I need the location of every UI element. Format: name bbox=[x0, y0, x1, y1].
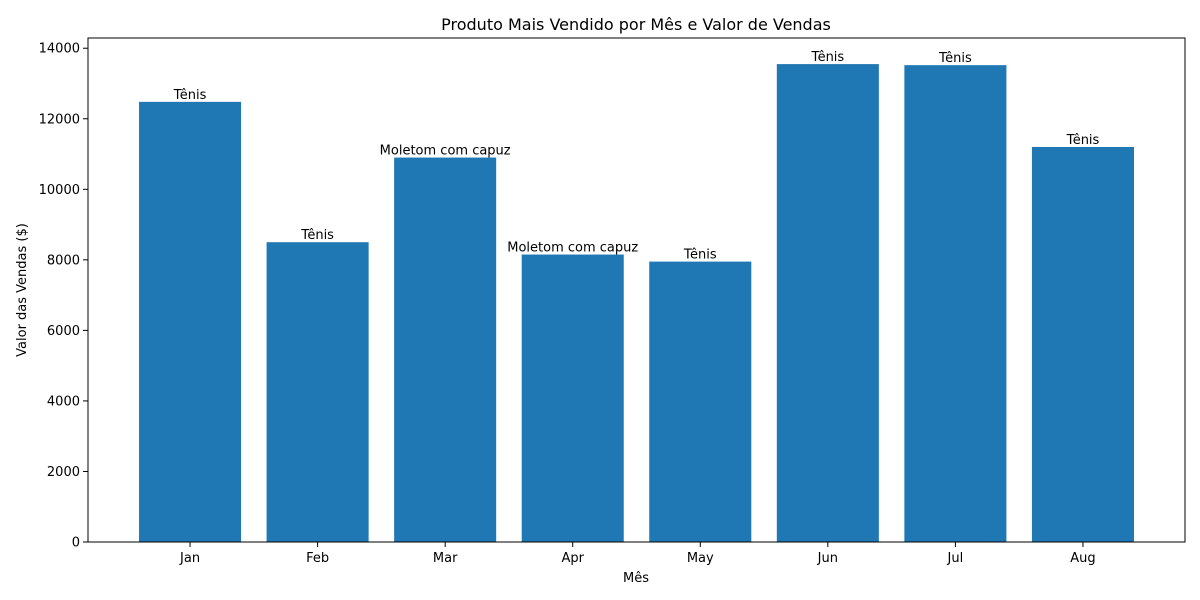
y-tick-label: 4000 bbox=[47, 394, 80, 409]
plot-frame bbox=[87, 37, 1186, 543]
bar-label-jul: Tênis bbox=[938, 51, 972, 66]
bar-label-mar: Moletom com capuz bbox=[380, 144, 511, 159]
y-tick-label: 8000 bbox=[47, 253, 80, 268]
y-tick-label: 14000 bbox=[39, 42, 80, 57]
x-tick-label-feb: Feb bbox=[306, 551, 329, 566]
y-tick-label: 0 bbox=[72, 536, 80, 551]
x-axis: Jan Feb Mar Apr May Jun Jul Aug bbox=[179, 542, 1096, 566]
bar-aug bbox=[1031, 146, 1134, 543]
x-tick-label-aug: Aug bbox=[1070, 551, 1095, 566]
y-tick-label: 2000 bbox=[47, 465, 80, 480]
y-tick-label: 6000 bbox=[47, 324, 80, 339]
y-tick-label: 12000 bbox=[39, 112, 80, 127]
x-tick-label-jun: Jun bbox=[817, 551, 838, 566]
bars: Tênis Tênis Moletom com capuz Moletom com c… bbox=[139, 50, 1134, 543]
bar-feb bbox=[266, 242, 369, 542]
bar-jan bbox=[139, 101, 242, 542]
y-axis-label: Valor das Vendas ($) bbox=[15, 223, 30, 357]
bar-apr bbox=[521, 254, 624, 542]
bar-jul bbox=[904, 65, 1007, 542]
bar-label-apr: Moletom com capuz bbox=[507, 241, 638, 256]
x-tick-label-mar: Mar bbox=[433, 551, 458, 566]
x-axis-label: Mês bbox=[623, 571, 649, 586]
x-tick-label-may: May bbox=[687, 551, 714, 566]
bar-label-jan: Tênis bbox=[173, 88, 207, 103]
y-tick-label: 10000 bbox=[39, 183, 80, 198]
bar-may bbox=[649, 261, 752, 542]
x-tick-label-jan: Jan bbox=[179, 551, 200, 566]
chart-title: Produto Mais Vendido por Mês e Valor de … bbox=[441, 15, 831, 34]
x-tick-label-apr: Apr bbox=[561, 551, 584, 566]
y-axis: 0 2000 4000 6000 8000 10000 12000 14000 bbox=[39, 42, 88, 551]
bar-label-jun: Tênis bbox=[810, 50, 844, 65]
bar-label-feb: Tênis bbox=[300, 228, 334, 243]
bar-mar bbox=[394, 157, 497, 542]
bar-label-aug: Tênis bbox=[1066, 133, 1100, 148]
x-tick-label-jul: Jul bbox=[947, 551, 964, 566]
bar-jun bbox=[776, 64, 879, 543]
bar-label-may: Tênis bbox=[683, 248, 717, 263]
